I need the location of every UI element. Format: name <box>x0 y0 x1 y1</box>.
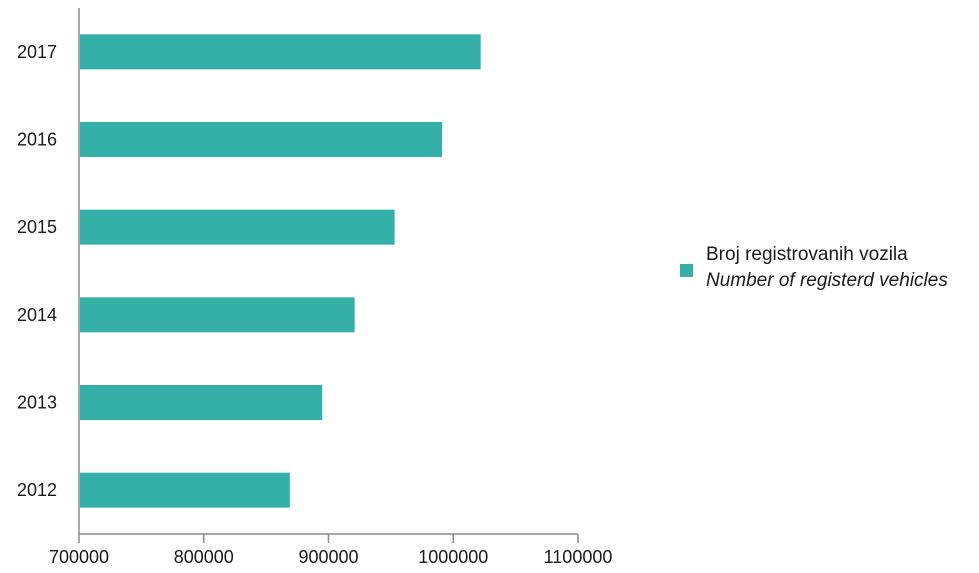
x-tick-label-1100000: 1100000 <box>544 547 613 567</box>
bar-2015 <box>80 209 395 245</box>
y-tick-label-2012: 2012 <box>17 480 57 500</box>
legend-text: Broj registrovanih vozila Number of regi… <box>706 242 948 294</box>
x-tick-label-1000000: 1000000 <box>418 547 488 567</box>
axis-layer <box>78 8 579 543</box>
bar-2012 <box>80 472 290 508</box>
bars-layer <box>80 34 481 508</box>
y-tick-label-2015: 2015 <box>17 217 57 237</box>
bar-2016 <box>80 122 443 157</box>
bar-2013 <box>80 385 323 420</box>
legend-label: Broj registrovanih vozila <box>706 244 908 265</box>
y-tick-label-2016: 2016 <box>17 130 57 150</box>
x-tick-label-700000: 700000 <box>49 547 109 567</box>
y-tick-label-2017: 2017 <box>17 42 57 62</box>
y-tick-label-2013: 2013 <box>17 393 57 413</box>
legend: Broj registrovanih vozila Number of regi… <box>680 242 948 294</box>
labels-layer: 2017 2016 2015 2014 2013 2012 700000 800000 9000… <box>17 42 612 567</box>
bar-2017 <box>80 34 481 70</box>
x-tick-label-900000: 900000 <box>298 547 358 567</box>
x-tick-label-800000: 800000 <box>174 547 234 567</box>
legend-label-english: Number of registerd vehicles <box>706 270 948 291</box>
legend-swatch <box>680 264 693 277</box>
bar-2014 <box>80 297 355 333</box>
y-tick-label-2014: 2014 <box>17 305 57 325</box>
